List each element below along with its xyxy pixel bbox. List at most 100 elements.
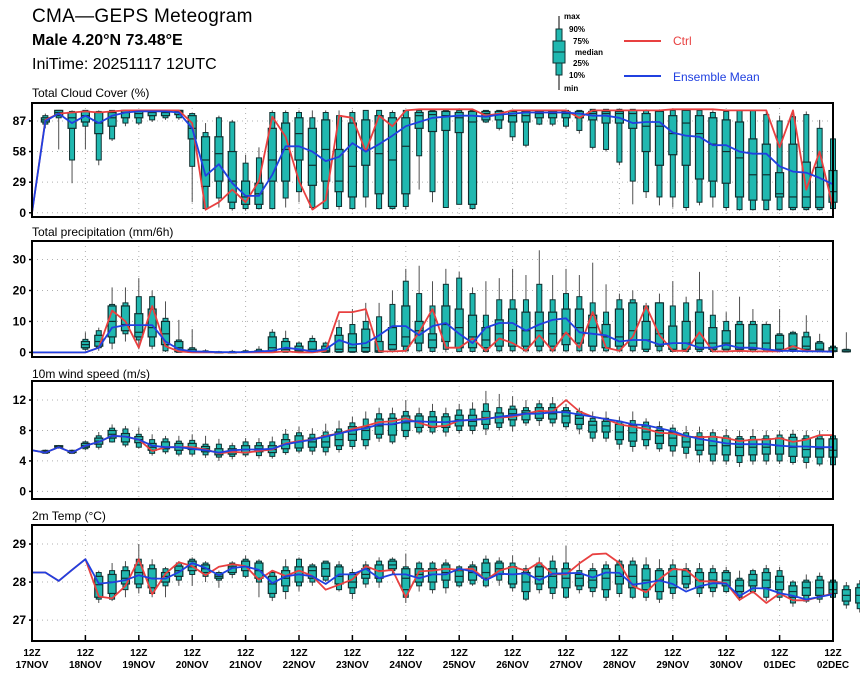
box-plot (427, 109, 438, 203)
box-plot (467, 287, 478, 353)
y-tick-label: 8 (19, 423, 26, 437)
box-plot (614, 293, 625, 353)
x-tick-date: 26NOV (496, 660, 529, 671)
box-plot (387, 290, 398, 353)
box-inner (334, 148, 344, 193)
panel-4: 2m Temp (°C)27282912Z17NOV12Z18NOV12Z19N… (13, 509, 860, 671)
x-tick-date: 19NOV (122, 660, 155, 671)
box-inner (761, 143, 771, 201)
box-inner (374, 418, 384, 435)
box-inner (427, 110, 438, 133)
x-tick-time: 12Z (344, 648, 361, 659)
box-inner (748, 323, 758, 350)
box-plot (774, 309, 785, 353)
box-plot (548, 396, 558, 427)
box-inner (681, 109, 691, 166)
box-plot (200, 561, 211, 583)
box-outer (589, 108, 596, 148)
box-plot (321, 423, 331, 456)
box-plot (628, 557, 638, 600)
legend-label-median: median (575, 48, 603, 57)
box-plot (134, 109, 144, 126)
x-tick-date: 21NOV (229, 660, 262, 671)
box-plot (414, 109, 424, 190)
panel-frame (31, 380, 834, 500)
box-plot (734, 430, 745, 468)
box-inner (267, 575, 277, 595)
box-inner (107, 111, 117, 127)
x-tick-date: 28NOV (603, 660, 636, 671)
box-inner (588, 420, 598, 433)
box-inner (681, 320, 691, 350)
panel-frame (31, 240, 834, 358)
x-tick-date: 20NOV (176, 660, 209, 671)
box-outer (416, 109, 423, 157)
box-plot (281, 330, 291, 353)
box-inner (534, 311, 544, 347)
box-inner (454, 111, 464, 134)
box-plot (641, 302, 651, 353)
panel-title: Total Cloud Cover (%) (32, 86, 149, 100)
box-inner (321, 562, 331, 577)
box-plot (614, 559, 625, 598)
box-plot (174, 435, 184, 457)
location-label: Male 4.20°N 73.48°E (32, 32, 183, 49)
box-inner (467, 314, 478, 349)
box-plot (241, 438, 251, 458)
panel-3: 10m wind speed (m/s) 0 4 8 12 (13, 367, 838, 500)
box-plot (187, 329, 197, 353)
box-inner (267, 127, 277, 182)
x-tick-date: 22NOV (283, 660, 316, 671)
box-plot (454, 109, 464, 205)
legend-label-p25: 25% (573, 59, 589, 68)
box-plot (467, 402, 478, 435)
x-tick-time: 12Z (664, 648, 681, 659)
box-inner (601, 420, 611, 433)
box-plot (761, 430, 771, 465)
x-tick-time: 12Z (718, 648, 735, 659)
y-tick-label: 0 (19, 345, 26, 359)
box-plot (614, 416, 625, 450)
box-inner (668, 325, 678, 350)
box-inner (721, 437, 731, 456)
box-plot (761, 564, 771, 602)
box-plot (521, 275, 531, 353)
x-tick-time: 12Z (23, 648, 40, 659)
panel-title: 2m Temp (°C) (32, 509, 106, 523)
box-plot (641, 557, 651, 602)
box-plot (494, 393, 504, 431)
box-plot (307, 110, 317, 210)
box-inner (734, 323, 745, 350)
legend-ctrl-label: Ctrl (673, 34, 692, 48)
box-inner (574, 308, 584, 344)
box-inner (801, 581, 811, 596)
box-plot (281, 559, 291, 600)
box-inner (694, 115, 705, 180)
box-plot (267, 570, 277, 602)
box-plot (588, 262, 598, 353)
box-plot (574, 561, 584, 594)
box-plot (561, 268, 571, 353)
box-inner (494, 319, 504, 347)
box-inner (761, 323, 771, 350)
x-tick-date: 23NOV (336, 660, 369, 671)
box-inner (588, 314, 598, 347)
chart-title: CMA—GEPS Meteogram (32, 6, 253, 27)
box-plot (694, 109, 705, 206)
y-tick-label: 58 (13, 145, 27, 159)
box-inner (561, 110, 571, 119)
box-inner (614, 564, 625, 585)
box-plot (801, 111, 811, 211)
box-plot (668, 424, 678, 457)
box-plot (748, 309, 758, 353)
box-plot (628, 290, 638, 353)
box-outer (95, 110, 102, 161)
legend-label-max: max (564, 12, 581, 21)
x-tick-time: 12Z (557, 648, 574, 659)
box-inner (321, 119, 331, 182)
box-inner (801, 438, 811, 458)
box-plot (734, 296, 745, 353)
box-inner (708, 327, 718, 350)
box-inner (508, 110, 518, 123)
box-inner (401, 117, 411, 195)
